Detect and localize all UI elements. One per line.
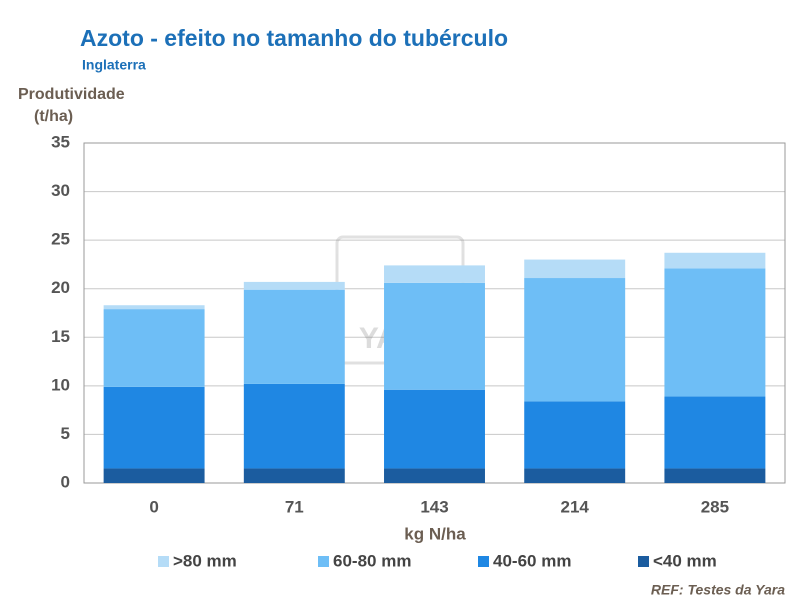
- bar-segment: [664, 252, 766, 269]
- bar-segment: [384, 265, 485, 283]
- bar-segment: [103, 309, 205, 387]
- bar-segment: [243, 468, 345, 483]
- bar-segment: [243, 383, 345, 469]
- x-tick-label: 143: [420, 497, 448, 516]
- bar-segment: [524, 259, 626, 279]
- legend-label: 60-80 mm: [333, 551, 411, 570]
- bar-segment: [243, 289, 345, 384]
- legend-label: 40-60 mm: [493, 551, 571, 570]
- y-tick-label: 30: [51, 181, 70, 200]
- bar-segment: [384, 282, 485, 390]
- y-axis-label: (t/ha): [34, 108, 73, 125]
- y-axis-label: Produtividade: [18, 86, 125, 103]
- bar-segment: [524, 468, 626, 483]
- y-tick-label: 35: [51, 132, 70, 151]
- legend-swatch: [638, 556, 649, 567]
- source-note: REF: Testes da Yara: [651, 582, 785, 598]
- bar-segment: [103, 305, 205, 310]
- x-axis-label: kg N/ha: [404, 524, 466, 543]
- x-tick-label: 0: [149, 497, 158, 516]
- y-tick-label: 20: [51, 278, 70, 297]
- bar-segment: [664, 396, 766, 469]
- chart-title: Azoto - efeito no tamanho do tubérculo: [80, 25, 508, 51]
- bar-segment: [243, 281, 345, 290]
- bar-segment: [664, 268, 766, 397]
- legend-swatch: [318, 556, 329, 567]
- legend-label: >80 mm: [173, 551, 237, 570]
- bar-segment: [524, 401, 626, 469]
- y-tick-label: 10: [51, 375, 70, 394]
- legend-label: <40 mm: [653, 551, 717, 570]
- bar-segment: [384, 468, 485, 483]
- bar-segment: [384, 389, 485, 469]
- bar-segment: [664, 468, 766, 483]
- x-tick-label: 285: [701, 497, 729, 516]
- bar-segment: [103, 386, 205, 469]
- chart-subtitle: Inglaterra: [82, 57, 146, 73]
- bar-segment: [103, 468, 205, 483]
- legend-swatch: [478, 556, 489, 567]
- y-tick-label: 5: [61, 424, 70, 443]
- x-tick-label: 71: [285, 497, 304, 516]
- y-tick-label: 25: [51, 230, 70, 249]
- x-tick-label: 214: [561, 497, 590, 516]
- y-tick-label: 15: [51, 327, 70, 346]
- bar-segment: [524, 278, 626, 402]
- legend-swatch: [158, 556, 169, 567]
- y-tick-label: 0: [61, 472, 70, 491]
